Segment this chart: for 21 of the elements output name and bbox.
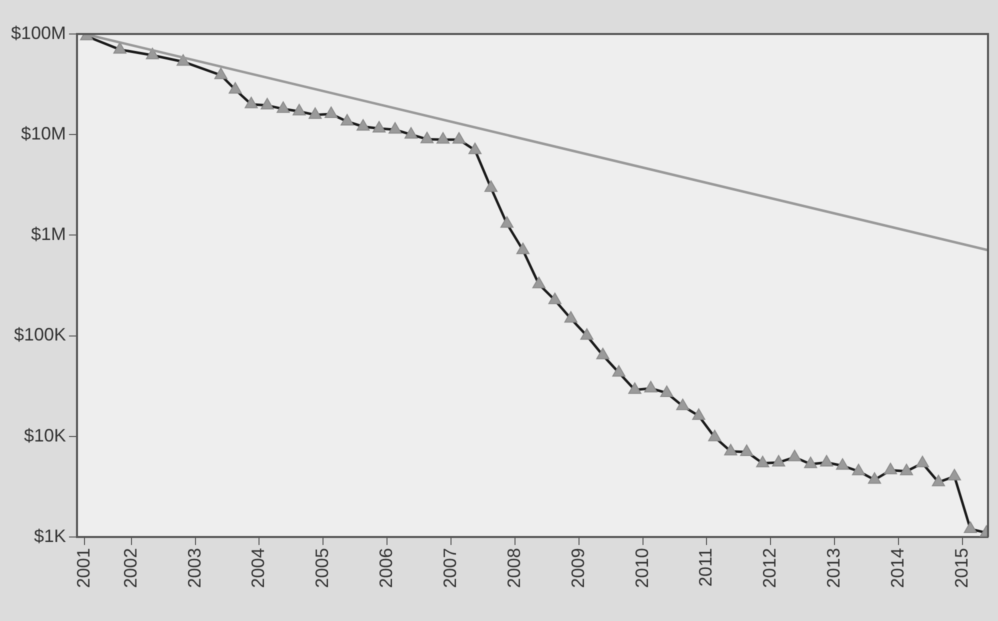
x-tick-label: 2007 <box>440 548 460 588</box>
x-tick-label: 2006 <box>376 548 396 588</box>
x-tick-label: 2004 <box>248 548 268 588</box>
x-tick-label: 2009 <box>568 548 588 588</box>
x-tick-label: 2011 <box>696 548 716 587</box>
y-tick-label: $100M <box>10 22 66 43</box>
y-tick-label: $1K <box>34 526 66 546</box>
x-tick-label: 2005 <box>312 548 332 588</box>
x-tick-label: 2008 <box>504 548 524 588</box>
y-tick-label: $10K <box>24 425 66 446</box>
x-tick-label: 2012 <box>760 548 780 588</box>
y-tick-label: $1M <box>31 224 66 244</box>
x-tick-label: 2010 <box>632 548 652 588</box>
x-tick-label: 2014 <box>887 548 908 588</box>
y-tick-label: $100K <box>14 324 66 345</box>
x-tick-label: 2002 <box>120 548 140 588</box>
x-tick-label: 2015 <box>951 548 972 588</box>
x-tick-label: 2003 <box>184 548 204 588</box>
y-tick-label: $10M <box>21 124 66 144</box>
x-tick-label: 2001 <box>74 548 94 588</box>
x-tick-label: 2013 <box>824 548 844 588</box>
